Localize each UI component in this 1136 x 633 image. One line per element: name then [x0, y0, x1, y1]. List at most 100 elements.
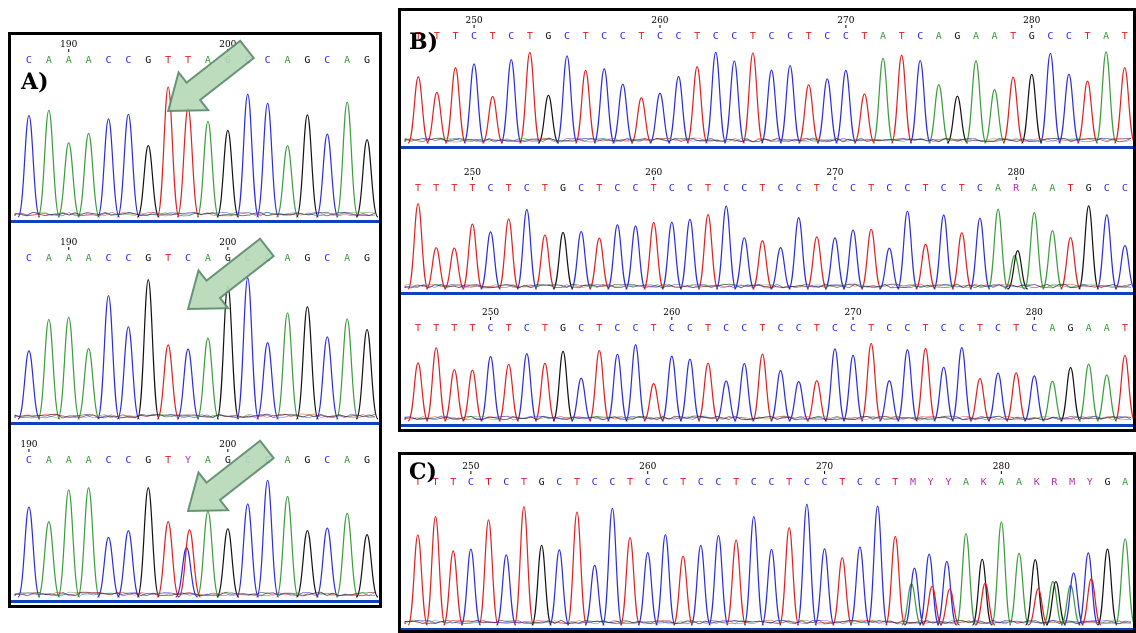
base-call: R — [1013, 183, 1020, 194]
trace-peak — [655, 534, 676, 626]
trace-peak — [256, 479, 280, 598]
trace-peak — [426, 91, 448, 144]
trace-peak — [1063, 572, 1084, 626]
base-call: C — [26, 253, 32, 264]
trace-peak — [896, 210, 918, 290]
trace-peak — [77, 487, 101, 598]
position-tick-label: 260 — [639, 462, 656, 472]
trace-peak — [442, 550, 464, 626]
base-call: C — [850, 323, 856, 334]
trace-peak — [57, 142, 81, 218]
pointer-arrow-icon — [186, 439, 276, 513]
track-scrollbar — [401, 424, 1133, 427]
base-call: A — [66, 455, 72, 466]
trace-peak — [974, 582, 996, 626]
trace-peak — [969, 378, 991, 422]
base-call: C — [768, 477, 774, 488]
base-call: C — [564, 31, 570, 42]
trace-peak — [679, 358, 701, 422]
base-call: C — [578, 323, 584, 334]
trace-peak — [849, 546, 871, 626]
base-call: T — [434, 31, 440, 42]
trace-peak — [516, 209, 538, 290]
trace-peak — [806, 236, 828, 290]
track-scrollbar — [401, 146, 1133, 149]
base-call: C — [687, 183, 693, 194]
base-call: C — [875, 477, 881, 488]
panel-label-b: B) — [409, 29, 439, 55]
trace-peak — [661, 355, 683, 422]
trace-peak — [570, 230, 592, 290]
trace-peak — [425, 515, 446, 626]
base-call: T — [1068, 183, 1074, 194]
base-call: T — [759, 183, 765, 194]
trace-peak — [921, 585, 943, 626]
base-call: T — [486, 477, 492, 488]
track-0-2: 190200CAAACCGTYAGCCAGCAG — [11, 439, 379, 603]
position-tick-label: 200 — [219, 40, 236, 50]
trace-peak — [407, 534, 429, 626]
base-call: G — [145, 55, 151, 66]
base-call: C — [804, 477, 810, 488]
trace-peak — [460, 548, 482, 626]
position-tick-label: 190 — [60, 40, 77, 50]
trace-peak — [824, 237, 846, 290]
base-call: A — [205, 455, 211, 466]
trace-peak — [178, 529, 202, 598]
base-call: T — [165, 55, 171, 66]
trace-peak — [335, 101, 359, 218]
base-call: C — [125, 55, 131, 66]
base-call: C — [324, 253, 330, 264]
base-call: C — [857, 477, 863, 488]
base-call: C — [1066, 31, 1072, 42]
base-call: C — [556, 477, 562, 488]
base-call: T — [415, 323, 421, 334]
trace-peak — [878, 247, 900, 290]
base-call: C — [698, 477, 704, 488]
trace-peak — [196, 337, 220, 420]
track-scrollbar — [11, 600, 379, 603]
base-call: C — [995, 323, 1001, 334]
trace-peak — [1024, 559, 1046, 626]
trace-peak — [295, 306, 319, 420]
base-call: C — [265, 55, 271, 66]
trace-peak — [463, 63, 485, 144]
base-call: G — [560, 323, 566, 334]
trace-peak — [1096, 374, 1118, 422]
base-call: C — [917, 31, 923, 42]
trace-peak — [498, 363, 520, 422]
base-call: A — [205, 253, 211, 264]
trace-peak — [570, 377, 592, 422]
trace-peak — [715, 380, 737, 422]
trace-peak — [606, 224, 628, 290]
position-tick-label: 190 — [60, 238, 77, 248]
trace-peak — [315, 133, 339, 218]
base-call: C — [614, 323, 620, 334]
base-call: C — [723, 323, 729, 334]
trace-peak — [37, 521, 61, 598]
trace-peak — [443, 369, 465, 422]
trace-peak — [516, 353, 538, 422]
trace-peak — [537, 94, 560, 144]
trace-peak — [500, 59, 523, 144]
baseline-noise — [14, 211, 376, 217]
track-scrollbar — [11, 422, 379, 425]
trace-peak — [831, 557, 853, 626]
base-call: C — [886, 183, 892, 194]
trace-peak — [275, 145, 300, 218]
base-call: T — [759, 323, 765, 334]
base-call: G — [145, 455, 151, 466]
base-call: R — [1051, 477, 1058, 488]
trace-peak — [987, 208, 1009, 290]
base-call: T — [596, 183, 602, 194]
trace-peak — [770, 369, 792, 422]
base-call: A — [1103, 31, 1109, 42]
trace-peak — [116, 326, 140, 420]
trace-peak — [77, 132, 101, 218]
base-call: C — [843, 31, 849, 42]
trace-peak — [872, 57, 894, 144]
base-call: C — [941, 323, 947, 334]
position-tick-label: 260 — [663, 308, 680, 318]
base-call: Y — [185, 455, 191, 466]
base-call: T — [839, 477, 845, 488]
